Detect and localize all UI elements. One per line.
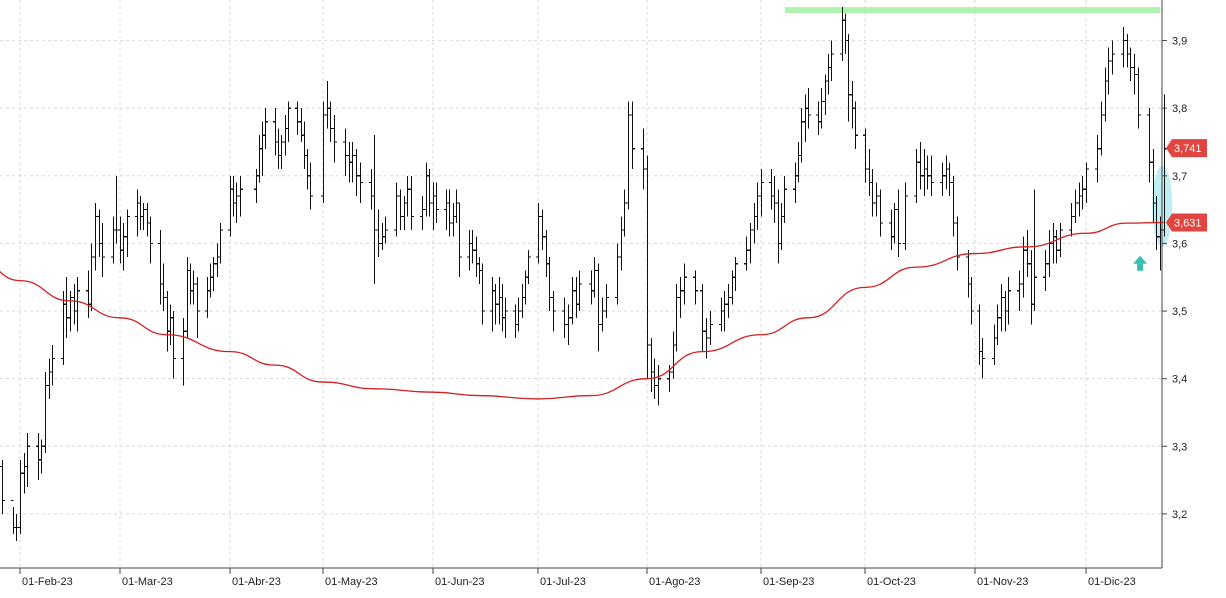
ohlc-bar (955, 216, 960, 271)
annotations-front (1133, 255, 1148, 271)
ohlc-bar (50, 344, 55, 386)
x-tick-label: 01-Dic-23 (1088, 576, 1136, 588)
y-tick-label: 3,3 (1172, 441, 1187, 453)
x-axis-ticks: 01-Feb-23 01-Mar-23 01-Abr-23 01-May-23 01-J… (19, 568, 1136, 588)
ohlc-bar (75, 277, 80, 332)
price-tag-label: 3,631 (1174, 217, 1202, 229)
ohlc-bar (409, 175, 414, 230)
x-tick-label: 01-Jul-23 (540, 576, 586, 588)
ohlc-bar (896, 189, 901, 257)
y-tick-label: 3,6 (1172, 238, 1187, 250)
ohlc-bar (218, 223, 223, 264)
x-tick-label: 01-May-23 (325, 576, 378, 588)
ohlc-bar (0, 459, 5, 514)
ohlc-series (0, 6, 1167, 541)
ohlc-bar (434, 182, 439, 224)
ohlc-bar (332, 114, 337, 163)
x-tick-label: 01-Oct-23 (867, 576, 916, 588)
ohlc-bar (929, 155, 934, 197)
x-tick-label: 01-Abr-23 (232, 576, 281, 588)
y-tick-label: 3,7 (1172, 171, 1187, 183)
ohlc-bar (630, 101, 635, 170)
y-tick-label: 3,8 (1172, 103, 1187, 115)
up-arrow-icon (1133, 255, 1148, 271)
ohlc-bar (656, 365, 661, 406)
ohlc-bar (1006, 277, 1011, 325)
price-tag: 3,741 (1166, 139, 1207, 158)
ohlc-bar (1058, 223, 1063, 257)
x-tick-label: 01-Mar-23 (122, 576, 173, 588)
y-tick-label: 3,4 (1172, 374, 1187, 386)
ohlc-bar (100, 223, 105, 278)
ohlc-bar (526, 250, 531, 284)
ohlc-bar (604, 284, 609, 318)
ohlc-bar (503, 297, 508, 339)
ohlc-bar (551, 290, 556, 332)
ohlc-bar (733, 256, 738, 291)
ohlc-bar (457, 202, 462, 278)
ohlc-bar (577, 270, 582, 312)
ohlc-bar (171, 311, 176, 379)
ohlc-bar (829, 40, 834, 82)
ohlc-bar (759, 169, 764, 217)
ohlc-bar (308, 162, 313, 210)
grid (0, 0, 1162, 568)
x-tick-label: 01-Sep-23 (763, 576, 814, 588)
price-tag: 3,631 (1166, 213, 1207, 232)
ohlc-bar (682, 263, 687, 305)
moving-average-line (0, 221, 1164, 400)
y-tick-label: 3,9 (1172, 36, 1187, 48)
x-tick-label: 01-Jun-23 (435, 576, 485, 588)
price-tag-label: 3,741 (1174, 143, 1202, 155)
ohlc-bar (195, 277, 200, 339)
ohlc-bar (25, 432, 30, 487)
x-tick-label: 01-Feb-23 (22, 576, 73, 588)
ohlc-bar (693, 270, 698, 305)
ohlc-bar (969, 277, 974, 325)
ohlc-bar (782, 175, 787, 224)
ohlc-bar (480, 263, 485, 325)
ohlc-bar (1084, 162, 1089, 203)
y-tick-label: 3,5 (1172, 306, 1187, 318)
ohlc-bar (358, 162, 363, 203)
ohlc-bar (878, 189, 883, 237)
ohlc-bar (708, 311, 713, 345)
ohlc-bar (853, 101, 858, 149)
ohlc-bar (980, 338, 985, 379)
ohlc-bar (903, 182, 908, 251)
ohlc-bar (125, 209, 130, 257)
ohlc-bar (148, 216, 153, 264)
y-tick-label: 3,2 (1172, 509, 1187, 521)
ohlc-bar (263, 108, 268, 149)
ohlc-bar (806, 87, 811, 129)
ohlc-bar (383, 216, 388, 244)
price-tags: 3,741 3,631 (1166, 139, 1207, 232)
x-tick-label: 01-Ago-23 (649, 576, 700, 588)
ohlc-bar (286, 101, 291, 142)
ohlc-bar (1110, 40, 1115, 75)
ohlc-bar (1136, 67, 1141, 129)
ohlc-bar (1032, 189, 1037, 312)
ohlc-bar (238, 175, 243, 217)
x-tick-label: 01-Nov-23 (977, 576, 1028, 588)
axes (0, 0, 1163, 569)
y-axis-ticks: 3,2 3,3 3,4 3,5 3,6 3,7 3,8 3,9 (1162, 36, 1187, 521)
